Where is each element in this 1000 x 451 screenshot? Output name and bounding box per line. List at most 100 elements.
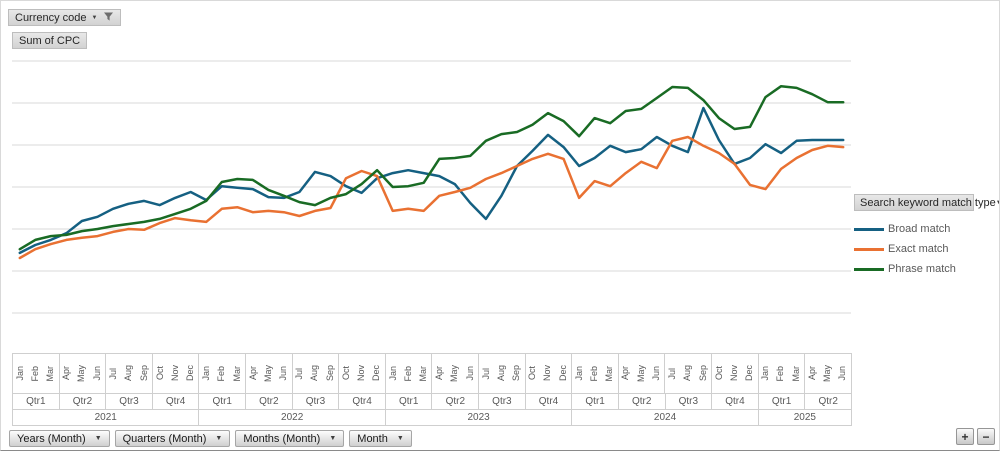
expand-collapse-controls: + − [956, 428, 995, 445]
legend-line-swatch [854, 227, 884, 231]
series-phrase-match[interactable] [18, 84, 845, 251]
quarter-label: Qtr4 [338, 394, 385, 409]
months-field-button[interactable]: Months (Month) ▼ [235, 430, 345, 447]
quarter-label: Qtr1 [12, 394, 59, 409]
series-broad-match[interactable] [18, 106, 845, 255]
month-label: Sep [697, 365, 708, 382]
quarter-label: Qtr1 [198, 394, 245, 409]
month-field-button[interactable]: Month ▼ [349, 430, 412, 447]
month-label: Nov [728, 365, 739, 382]
month-label: Dec [371, 365, 382, 382]
legend-item[interactable]: Phrase match [854, 259, 994, 279]
legend-item[interactable]: Exact match [854, 239, 994, 259]
month-label: Jan [757, 354, 774, 393]
month-label: Jan [12, 354, 28, 393]
quarters-field-label: Quarters (Month) [122, 432, 207, 445]
month-label: Mar [231, 365, 242, 382]
month-label: Feb [402, 365, 413, 382]
axis-field-buttons: Years (Month) ▼ Quarters (Month) ▼ Month… [9, 430, 412, 447]
legend-item[interactable]: Broad match [854, 219, 994, 239]
month-label: Jul [477, 354, 494, 393]
month-label: Jun [278, 366, 289, 381]
chevron-down-icon: ▼ [94, 435, 102, 442]
category-axis: Jan Feb Mar Apr May Jun Jul Aug Sep Oct Nov Dec Jan F… [12, 353, 852, 426]
month-label: Oct [710, 354, 727, 393]
collapse-field-button[interactable]: − [977, 428, 995, 445]
month-label: Dec [744, 365, 755, 382]
legend-item-label: Phrase match [888, 263, 956, 275]
month-label: Feb [29, 365, 40, 382]
quarter-label: Qtr4 [711, 394, 758, 409]
month-label: Aug [682, 365, 693, 382]
quarter-label: Qtr2 [245, 394, 292, 409]
sum-of-cpc-value-button[interactable]: Sum of CPC [12, 32, 88, 49]
chevron-down-icon: ▼ [996, 200, 999, 206]
quarter-label: Qtr2 [617, 394, 665, 409]
month-label: Jun [837, 366, 848, 381]
month-label: Jan [384, 354, 401, 393]
month-label: Apr [244, 354, 261, 393]
month-label: May [76, 364, 87, 382]
chevron-down-icon: ▼ [329, 435, 337, 442]
month-label: May [821, 364, 832, 382]
years-field-label: Years (Month) [17, 432, 86, 445]
quarter-label: Qtr3 [105, 394, 152, 409]
quarter-label: Qtr1 [757, 394, 805, 409]
month-label: Dec [185, 365, 196, 382]
chevron-down-icon: ▼ [91, 14, 98, 21]
month-label: Jan [198, 354, 214, 393]
month-label: Mar [790, 365, 801, 382]
year-axis-row: 2021 2022 2023 2024 2025 [12, 410, 852, 426]
quarter-label: Qtr2 [58, 394, 106, 409]
chart-plot-area[interactable] [1, 1, 861, 431]
quarter-label: Qtr3 [291, 394, 339, 409]
quarter-label: Qtr2 [431, 394, 478, 409]
quarter-label: Qtr3 [478, 394, 525, 409]
year-label: 2023 [384, 410, 571, 425]
month-label: Apr [58, 354, 75, 393]
months-field-label: Months (Month) [243, 432, 321, 445]
year-label: 2025 [757, 410, 851, 425]
month-label: Oct [151, 354, 168, 393]
years-field-button[interactable]: Years (Month) ▼ [9, 430, 110, 447]
month-label: Feb [216, 365, 227, 382]
month-label: Sep [511, 365, 522, 382]
year-label: 2022 [198, 410, 384, 425]
month-label: Apr [617, 354, 634, 393]
month-label: Jan [571, 354, 587, 393]
sum-of-cpc-label: Sum of CPC [19, 34, 81, 47]
legend-field-label: Search keyword match type [860, 196, 996, 209]
quarter-label: Qtr4 [524, 394, 572, 409]
series-exact-match[interactable] [18, 135, 845, 260]
month-label: May [262, 364, 273, 382]
legend-items: Broad match Exact match Phrase match [854, 219, 994, 279]
legend-field-button[interactable]: Search keyword match type ▼ [854, 194, 999, 211]
quarter-label: Qtr1 [384, 394, 432, 409]
currency-code-filter-button[interactable]: Currency code ▼ [8, 9, 121, 26]
quarter-axis-row: Qtr1 Qtr2 Qtr3 Qtr4 Qtr1 Qtr2 Qtr3 Qtr4 Qtr1 Qtr2… [12, 394, 852, 410]
month-label: Dec [557, 365, 568, 382]
month-label: Nov [355, 365, 366, 382]
month-label: Oct [524, 354, 541, 393]
month-label: Mar [418, 365, 429, 382]
month-label: Aug [495, 365, 506, 382]
quarter-label: Qtr1 [571, 394, 618, 409]
month-label: Jul [105, 354, 121, 393]
month-label: Apr [804, 354, 820, 393]
month-axis-row: Jan Feb Mar Apr May Jun Jul Aug Sep Oct Nov Dec Jan F… [12, 354, 852, 394]
expand-field-button[interactable]: + [956, 428, 974, 445]
month-label: Nov [169, 365, 180, 382]
month-label: Jun [464, 366, 475, 381]
month-field-label: Month [357, 432, 388, 445]
year-label: 2024 [571, 410, 757, 425]
currency-code-filter-label: Currency code [15, 11, 87, 24]
month-label: Apr [431, 354, 447, 393]
legend-line-swatch [854, 247, 884, 251]
month-label: Feb [588, 365, 599, 382]
month-label: Jul [291, 354, 308, 393]
month-label: Mar [604, 365, 615, 382]
quarters-field-button[interactable]: Quarters (Month) ▼ [114, 430, 231, 447]
month-label: May [449, 364, 460, 382]
month-label: Nov [542, 365, 553, 382]
legend-item-label: Broad match [888, 223, 951, 235]
